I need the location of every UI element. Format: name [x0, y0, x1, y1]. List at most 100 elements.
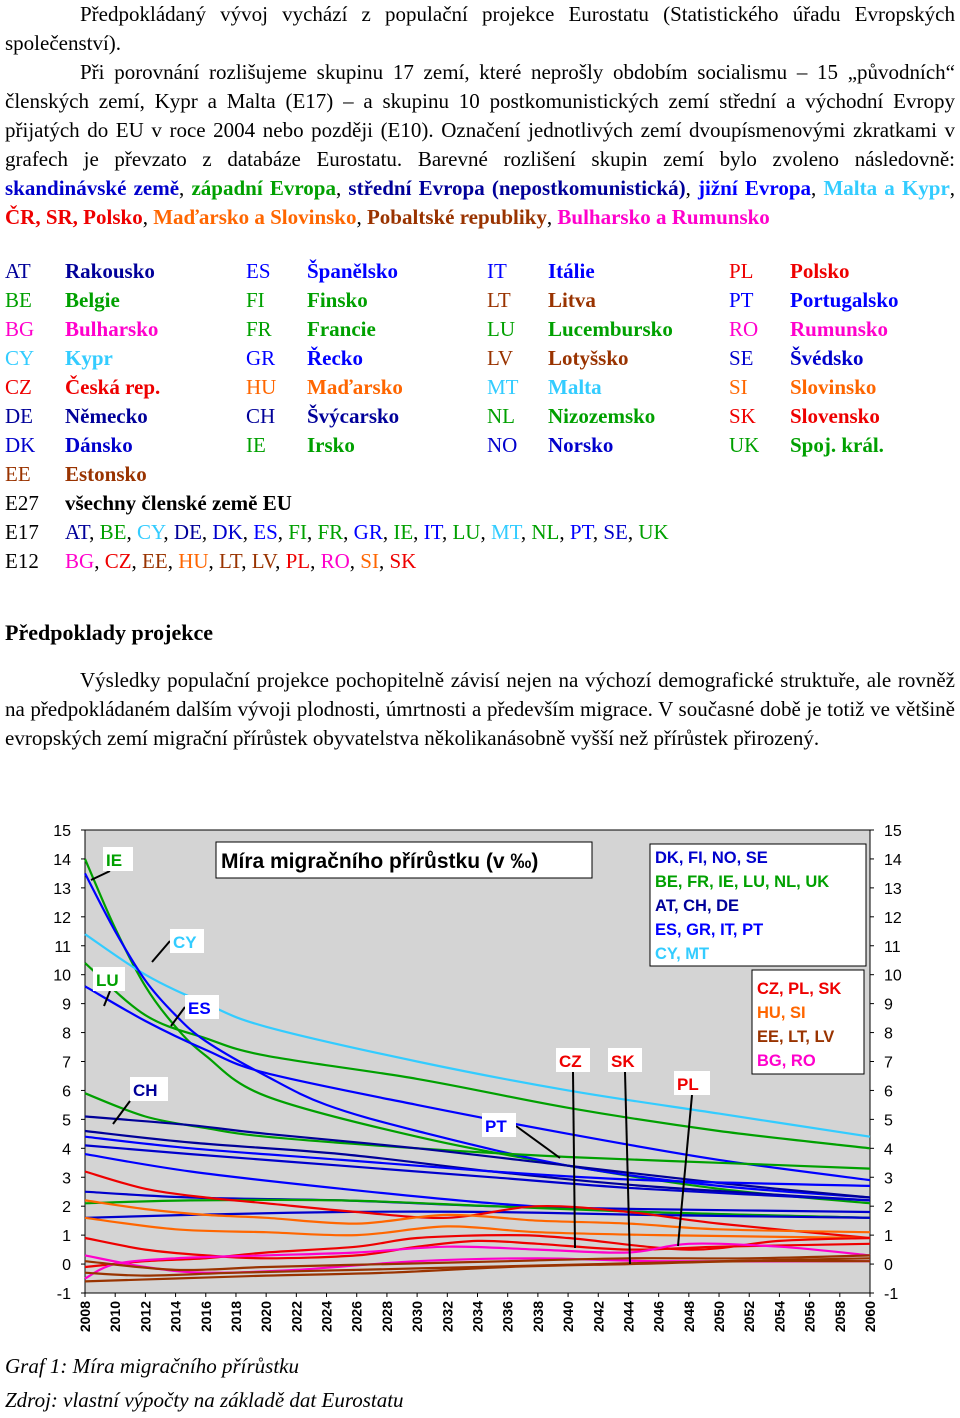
country-name-pl: Polsko: [790, 259, 850, 283]
graph-caption: Graf 1: Míra migračního přírůstku: [5, 1354, 299, 1378]
annotation-box: [170, 929, 204, 953]
annotation-pt: PT: [482, 1113, 561, 1159]
y-tick-label-left: 5: [62, 1112, 71, 1129]
annotation-ch: CH: [112, 1077, 168, 1125]
country-name-ee: Estonsko: [65, 462, 147, 486]
y-tick-label-left: 1: [62, 1228, 71, 1245]
group-row-e27: E27 všechny členské země EU: [5, 489, 955, 518]
country-name-bg: Bulharsko: [65, 317, 159, 341]
country-code-cy: CY: [5, 346, 35, 370]
annotation-box: [674, 1071, 710, 1095]
x-tick-label: 2056: [802, 1301, 818, 1332]
x-tick-label: 2024: [319, 1301, 335, 1332]
member-lt: LT: [219, 549, 242, 573]
member-uk: UK: [638, 520, 669, 544]
x-tick-label: 2010: [107, 1301, 123, 1332]
x-tick-label: 2034: [470, 1301, 486, 1332]
y-tick-label-right: 1: [884, 1228, 893, 1245]
x-tick-label: 2042: [590, 1301, 606, 1332]
group-western: západní Evropa: [191, 176, 336, 200]
y-tick-label-right: 10: [884, 968, 902, 985]
member-fr: FR: [317, 520, 344, 544]
group-members-e17: AT, BE, CY, DE, DK, ES, FI, FR, GR, IE, …: [65, 520, 669, 544]
y-tick-label-right: 7: [884, 1055, 893, 1072]
annotation-ie: IE: [90, 847, 133, 881]
group-southern: jižní Evropa: [698, 176, 811, 200]
annotation-box: [608, 1048, 642, 1072]
annotation-es: ES: [170, 995, 219, 1027]
legend-east-entry: BG, RO: [757, 1052, 816, 1070]
country-code-sk: SK: [729, 404, 756, 428]
x-tick-label: 2026: [349, 1301, 365, 1332]
chart-title-frame: [215, 841, 593, 879]
country-name-se: Švédsko: [790, 346, 864, 370]
country-name-gr: Řecko: [307, 346, 363, 370]
series-line: [84, 985, 871, 1182]
annotation-box: [482, 1113, 516, 1137]
country-code-lv: LV: [487, 346, 514, 370]
y-tick-label-left: -1: [57, 1286, 71, 1303]
annotation-label-lu: LU: [96, 971, 119, 990]
country-name-fi: Finsko: [307, 288, 368, 312]
y-tick-label-left: 13: [53, 881, 71, 898]
country-row: AT Rakousko ES Španělsko IT Itálie PL Polsko: [5, 257, 955, 286]
legend-east-entry: EE, LT, LV: [757, 1028, 834, 1046]
x-tick-label: 2030: [409, 1301, 425, 1332]
group-cz-sk-pl: ČR, SR, Polsko: [5, 205, 143, 229]
country-name-es: Španělsko: [307, 259, 399, 283]
x-tick-label: 2044: [620, 1301, 636, 1332]
country-code-hu: HU: [246, 375, 277, 399]
annotation-box: [556, 1048, 590, 1072]
annotation-label-pl: PL: [677, 1075, 699, 1094]
annotation-label-ie: IE: [106, 851, 122, 870]
y-tick-label-right: 14: [884, 852, 902, 869]
member-hu: HU: [178, 549, 209, 573]
series-line: [84, 1170, 871, 1240]
country-name-ro: Rumunsko: [790, 317, 889, 341]
country-name-fr: Francie: [307, 317, 376, 341]
y-tick-label-right: 8: [884, 1026, 893, 1043]
member-fi: FI: [288, 520, 307, 544]
x-tick-label: 2016: [198, 1301, 214, 1332]
y-tick-label-left: 15: [53, 823, 71, 840]
group-malta-cyprus: Malta a Kypr: [823, 176, 950, 200]
series-line: [84, 1199, 871, 1234]
series-line: [84, 1242, 871, 1280]
x-tick-label: 2036: [500, 1301, 516, 1332]
group-row-e17: E17 AT, BE, CY, DE, DK, ES, FI, FR, GR, I…: [5, 518, 955, 547]
member-cz: CZ: [104, 549, 132, 573]
country-name-cz: Česká rep.: [65, 375, 161, 399]
country-row: CZ Česká rep. HU Maďarsko MT Malta SI Slovinsko: [5, 373, 955, 402]
country-row: CY Kypr GR Řecko LV Lotyšsko SE Švédsko: [5, 344, 955, 373]
series-line: [84, 933, 871, 1138]
intro-paragraph-2: Při porovnání rozlišujeme skupinu 17 zem…: [5, 60, 956, 229]
section-heading: Předpoklady projekce: [5, 620, 213, 645]
member-lv: LV: [251, 549, 276, 573]
member-pl: PL: [285, 549, 311, 573]
y-tick-label-left: 4: [62, 1141, 71, 1158]
country-code-es: ES: [246, 259, 271, 283]
annotation-cy: CY: [151, 929, 204, 963]
annotation-box: [185, 995, 219, 1019]
country-code-ee: EE: [5, 462, 31, 486]
country-name-de: Německo: [65, 404, 148, 428]
country-name-uk: Spoj. král.: [790, 433, 884, 457]
country-code-it: IT: [487, 259, 507, 283]
country-name-ch: Švýcarsko: [307, 404, 400, 428]
y-tick-label-left: 12: [53, 910, 71, 927]
country-code-si: SI: [729, 375, 748, 399]
member-lu: LU: [452, 520, 481, 544]
country-name-dk: Dánsko: [65, 433, 133, 457]
member-ie: IE: [393, 520, 414, 544]
country-code-lt: LT: [487, 288, 511, 312]
y-tick-label-right: 3: [884, 1170, 893, 1187]
member-ee: EE: [142, 549, 168, 573]
annotation-label-es: ES: [188, 999, 211, 1018]
country-name-no: Norsko: [548, 433, 614, 457]
member-ro: RO: [320, 549, 350, 573]
country-code-bg: BG: [5, 317, 35, 341]
annotation-label-cz: CZ: [559, 1052, 582, 1071]
x-tick-label: 2050: [711, 1301, 727, 1332]
x-tick-label: 2040: [560, 1301, 576, 1332]
annotation-label-sk: SK: [611, 1052, 635, 1071]
